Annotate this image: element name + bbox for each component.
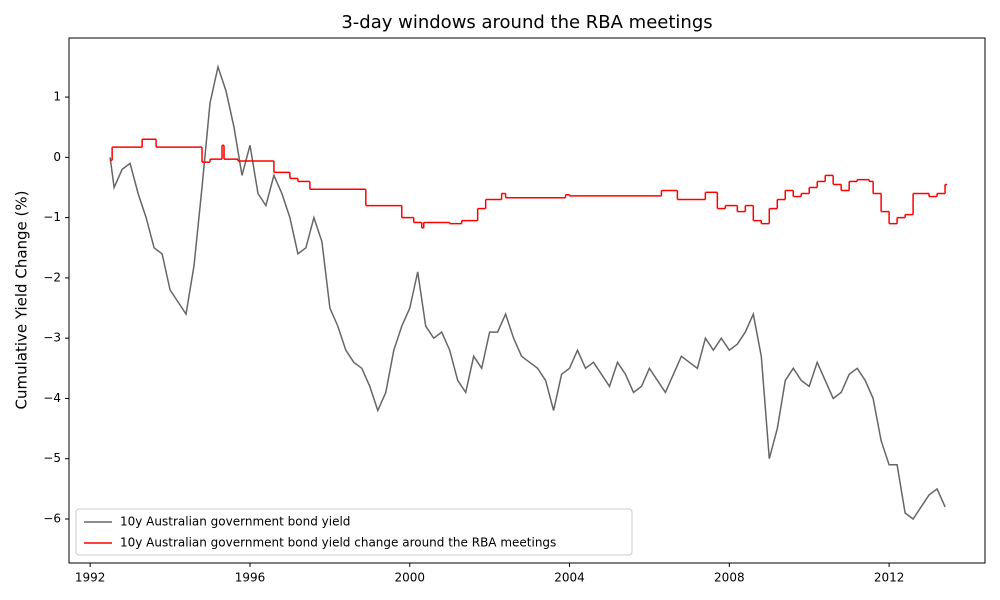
x-tick-label: 1996 <box>235 571 266 585</box>
y-tick-label: −3 <box>43 331 61 345</box>
chart-title: 3-day windows around the RBA meetings <box>341 12 712 33</box>
y-tick-label: 1 <box>53 90 61 104</box>
plot-frame <box>68 37 986 564</box>
legend-box <box>75 508 633 556</box>
y-tick-label: −6 <box>43 511 61 525</box>
x-tick-label: 2004 <box>554 571 585 585</box>
legend-label: 10y Australian government bond yield cha… <box>120 536 556 550</box>
y-tick-label: −5 <box>43 451 61 465</box>
x-tick-label: 2008 <box>714 571 745 585</box>
y-tick-label: −2 <box>43 270 61 284</box>
x-tick-label: 1992 <box>75 571 106 585</box>
y-tick-label: 0 <box>53 150 61 164</box>
legend-label: 10y Australian government bond yield <box>120 515 350 529</box>
y-tick-label: −1 <box>43 210 61 224</box>
x-tick-label: 2012 <box>874 571 905 585</box>
line-series <box>109 64 946 521</box>
x-tick-label: 2000 <box>394 571 425 585</box>
y-axis-label: Cumulative Yield Change (%) <box>13 190 31 409</box>
y-tick-label: −4 <box>43 391 61 405</box>
